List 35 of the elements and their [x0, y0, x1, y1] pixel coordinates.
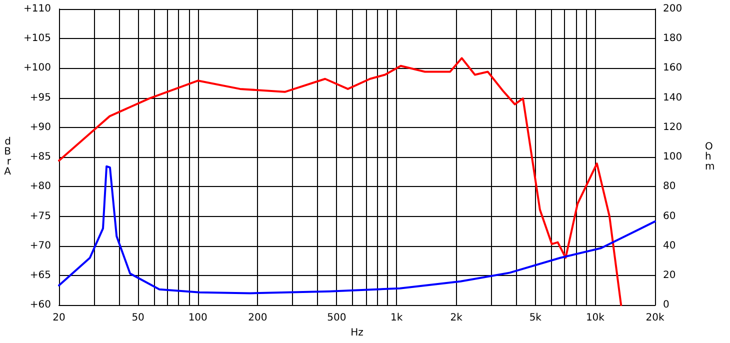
y-tick-label: +100: [24, 62, 51, 74]
y2-tick-label: 40: [663, 240, 676, 252]
y-tick-label: +105: [24, 33, 51, 44]
y-tick-label: +110: [24, 4, 51, 14]
x-axis-title: Hz: [350, 328, 364, 338]
y2-tick-label: 120: [663, 122, 682, 133]
y-axis-title: dBrA: [4, 136, 12, 178]
x-tick-label: 1k: [390, 312, 403, 324]
x-tick-label: 500: [327, 312, 346, 324]
y2-tick-label: 160: [663, 62, 682, 74]
y2-axis-title: Ohm: [705, 142, 715, 173]
x-tick-label: 20: [52, 312, 66, 324]
y-tick-label: +95: [30, 92, 51, 104]
x-tick-label: 5k: [529, 312, 542, 324]
x-tick-label: 50: [132, 312, 144, 324]
y-tick-label: +60: [30, 300, 51, 311]
x-tick-label: 10k: [586, 312, 605, 324]
y2-tick-label: 180: [663, 33, 682, 44]
y-tick-label: +75: [30, 210, 51, 222]
y2-tick-label: 140: [663, 92, 682, 104]
y2-tick-label: 0: [663, 300, 670, 311]
y2-tick-label: 60: [663, 210, 676, 222]
y2-tick-label: 80: [663, 181, 676, 192]
x-tick-label: 100: [188, 312, 208, 324]
y-tick-label: +80: [30, 181, 51, 192]
y-tick-label: +90: [30, 122, 51, 133]
y-tick-label: +85: [30, 152, 51, 163]
y2-tick-label: 200: [663, 4, 682, 14]
y2-tick-label: 20: [663, 270, 676, 281]
y-tick-label: +70: [30, 240, 51, 252]
x-tick-label: 2k: [450, 312, 463, 324]
y2-tick-label: 100: [663, 152, 682, 163]
y-tick-label: +65: [30, 270, 51, 281]
x-tick-label: 200: [248, 312, 268, 324]
x-tick-label: 20k: [646, 312, 664, 324]
